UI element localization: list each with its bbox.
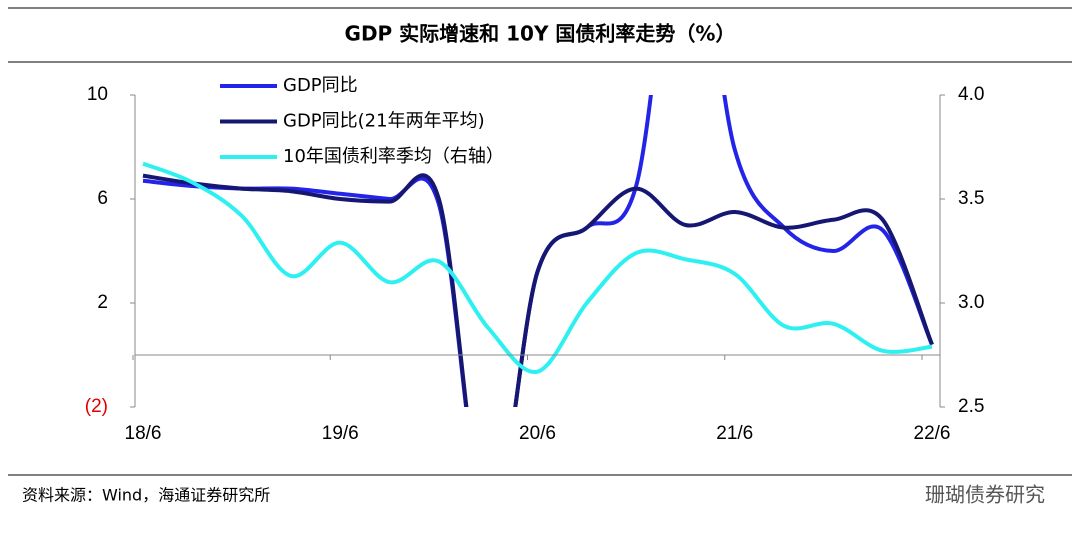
x-tick-label: 20/6 <box>519 423 556 444</box>
x-tick-label: 21/6 <box>716 423 753 444</box>
y-tick-label: 6 <box>97 188 108 209</box>
x-tick-label: 19/6 <box>322 423 359 444</box>
source-note: 资料来源：Wind，海通证券研究所 <box>22 486 270 505</box>
x-tick-label: 18/6 <box>125 423 162 444</box>
series-line <box>142 173 934 407</box>
legend-label: GDP同比 <box>283 75 358 96</box>
chart-title: GDP 实际增速和 10Y 国债利率走势（%） <box>345 22 736 46</box>
x-tick-label: 22/6 <box>914 423 951 444</box>
y2-tick-label: 2.5 <box>958 396 984 417</box>
y2-tick-label: 3.0 <box>958 292 984 313</box>
y2-tick-label: 4.0 <box>958 84 984 105</box>
watermark: 珊瑚债券研究 <box>925 483 1045 507</box>
y2-tick-label: 3.5 <box>958 188 984 209</box>
legend-label: GDP同比(21年两年平均) <box>283 111 485 132</box>
y-tick-label: 10 <box>87 84 108 105</box>
y-tick-label: (2) <box>85 396 108 417</box>
legend-label: 10年国债利率季均（右轴） <box>283 146 504 167</box>
y-tick-label: 2 <box>97 292 108 313</box>
series-line <box>142 161 933 374</box>
plot-area <box>142 95 934 407</box>
